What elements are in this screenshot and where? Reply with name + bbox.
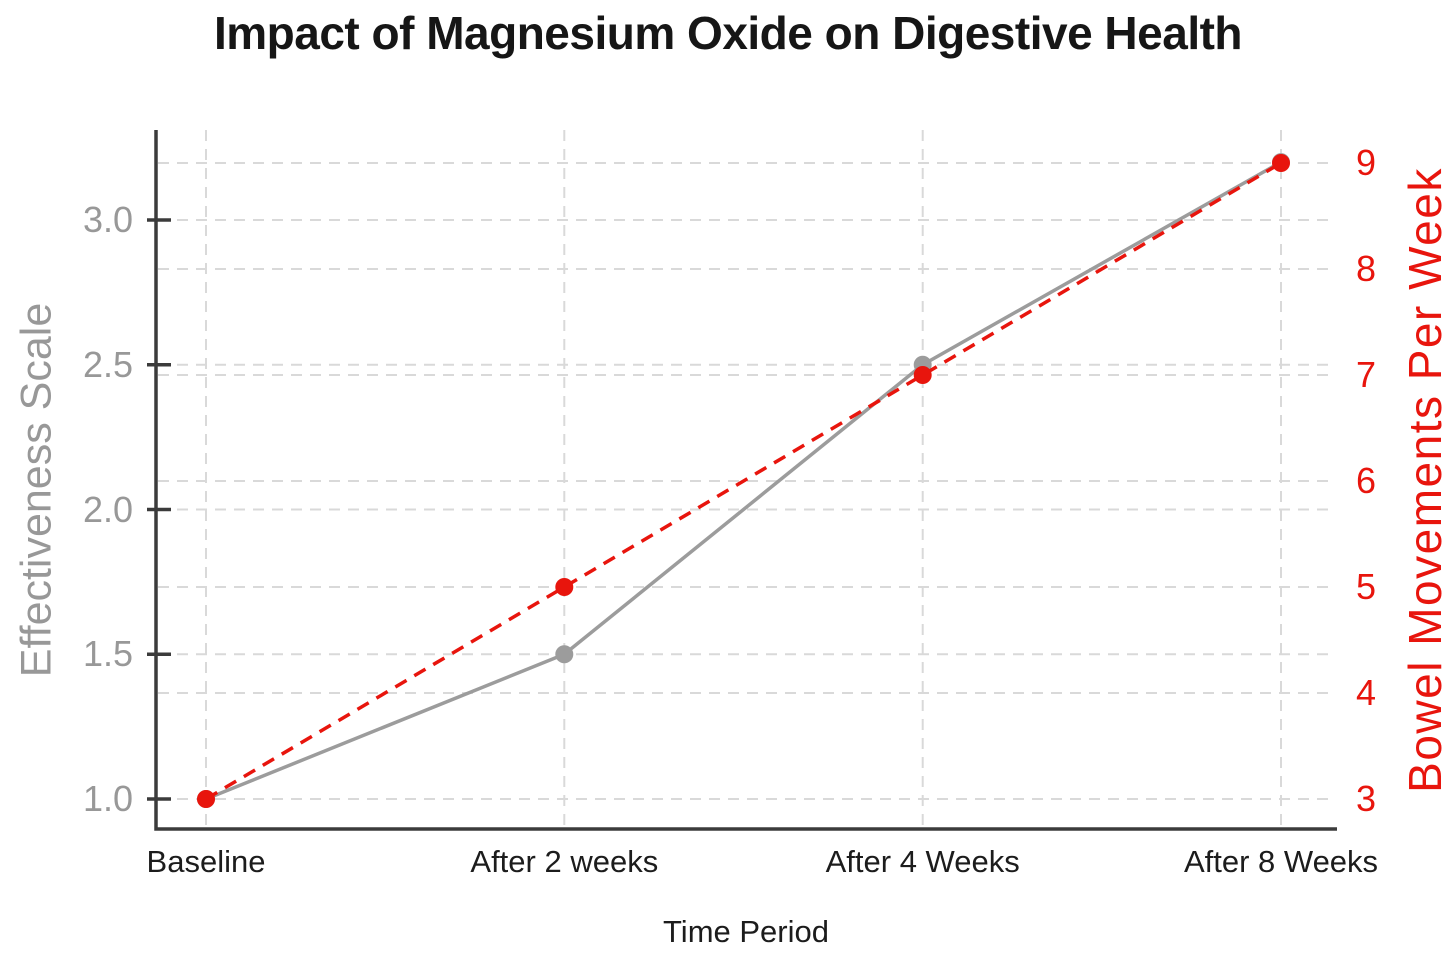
gridlines bbox=[158, 130, 1333, 829]
data-point bbox=[555, 578, 574, 596]
series-bowel-movements-per-week bbox=[197, 154, 1290, 808]
bowel-movements-line bbox=[205, 161, 1282, 801]
data-point bbox=[555, 645, 574, 664]
data-point bbox=[197, 790, 215, 808]
data-point bbox=[913, 366, 932, 384]
chart-title: Impact of Magnesium Oxide on Digestive H… bbox=[213, 7, 1243, 59]
data-point bbox=[1272, 154, 1290, 172]
effectiveness-line bbox=[205, 160, 1282, 801]
